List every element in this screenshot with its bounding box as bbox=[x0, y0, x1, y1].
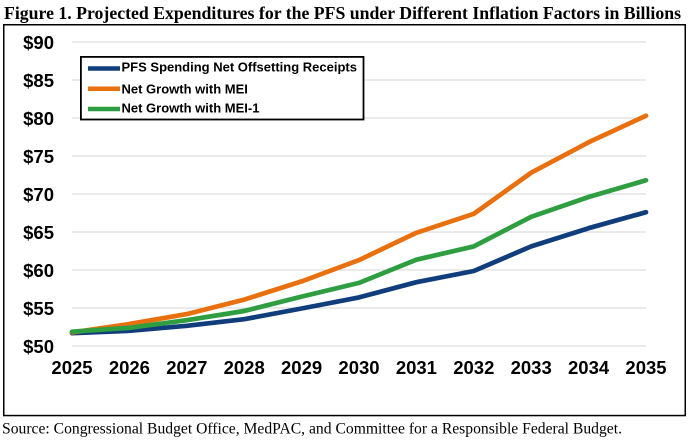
svg-text:PFS Spending Net Offsetting Re: PFS Spending Net Offsetting Receipts bbox=[122, 59, 357, 74]
svg-text:2026: 2026 bbox=[109, 357, 150, 378]
svg-text:Net Growth with MEI: Net Growth with MEI bbox=[122, 82, 248, 97]
svg-text:Figure 1. Projected Expenditur: Figure 1. Projected Expenditures for the… bbox=[4, 3, 681, 23]
svg-text:2033: 2033 bbox=[511, 357, 552, 378]
svg-text:$90: $90 bbox=[23, 32, 54, 53]
svg-text:$55: $55 bbox=[23, 298, 54, 319]
svg-text:2035: 2035 bbox=[625, 357, 666, 378]
svg-text:$50: $50 bbox=[23, 336, 54, 357]
svg-text:$60: $60 bbox=[23, 260, 54, 281]
svg-text:$80: $80 bbox=[23, 108, 54, 129]
svg-text:$75: $75 bbox=[23, 146, 54, 167]
svg-text:2027: 2027 bbox=[166, 357, 207, 378]
svg-text:2034: 2034 bbox=[568, 357, 610, 378]
svg-text:2028: 2028 bbox=[224, 357, 265, 378]
svg-text:2032: 2032 bbox=[453, 357, 494, 378]
svg-text:2025: 2025 bbox=[51, 357, 92, 378]
svg-text:$65: $65 bbox=[23, 222, 54, 243]
svg-text:$70: $70 bbox=[23, 184, 54, 205]
svg-text:2029: 2029 bbox=[281, 357, 322, 378]
svg-text:Source: Congressional Budget O: Source: Congressional Budget Office, Med… bbox=[2, 420, 622, 437]
svg-text:$85: $85 bbox=[23, 70, 54, 91]
svg-text:2030: 2030 bbox=[338, 357, 379, 378]
svg-text:2031: 2031 bbox=[396, 357, 437, 378]
svg-text:Net Growth with MEI-1: Net Growth with MEI-1 bbox=[122, 100, 260, 115]
